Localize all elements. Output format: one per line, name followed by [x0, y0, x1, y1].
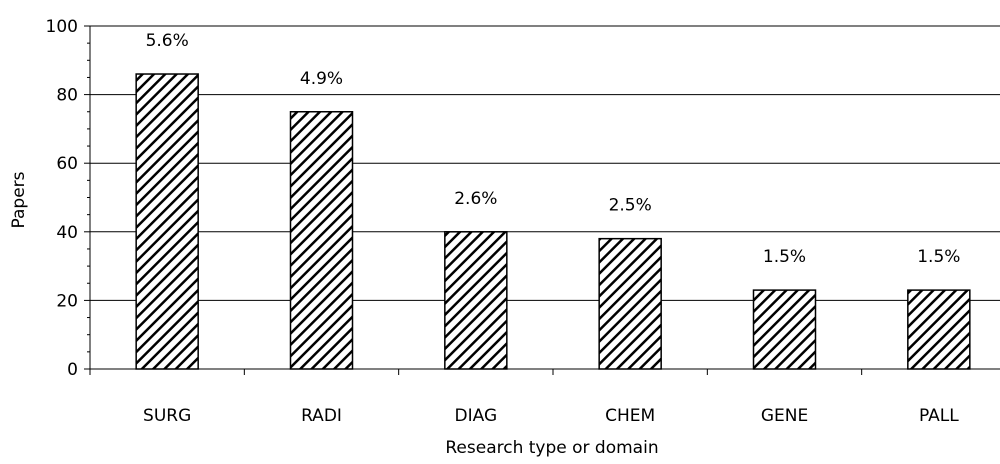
- y-tick-label: 20: [56, 291, 78, 311]
- data-label: 1.5%: [917, 247, 960, 267]
- bar-pall: [907, 289, 971, 370]
- labels: 0 20 40 60 80 100 SURG 5.6% RADI 4.9% DIAG 2.6% CHEM…: [46, 17, 961, 426]
- y-tick-label: 80: [56, 86, 78, 106]
- x-tick-label: CHEM: [605, 406, 655, 426]
- y-axis-title: Papers: [9, 171, 29, 228]
- x-tick-label: SURG: [143, 406, 191, 426]
- axes: [84, 25, 1000, 375]
- x-tick-label: GENE: [761, 406, 808, 426]
- gridlines: [90, 25, 1000, 301]
- y-tick-label: 40: [56, 223, 78, 243]
- bar-chem: [598, 237, 662, 370]
- x-tick-label: RADI: [301, 406, 342, 426]
- data-label: 4.9%: [300, 69, 343, 89]
- data-label: 2.6%: [454, 189, 497, 209]
- x-tick-label: PALL: [919, 406, 959, 426]
- x-tick-label: DIAG: [455, 406, 498, 426]
- data-label: 1.5%: [763, 247, 806, 267]
- y-tick-label: 60: [56, 154, 78, 174]
- y-tick-label: 100: [46, 17, 78, 37]
- x-axis-title: Research type or domain: [445, 438, 658, 458]
- bar-diag: [444, 231, 508, 370]
- data-label: 5.6%: [146, 31, 189, 51]
- bars: [135, 73, 971, 370]
- y-tick-label: 0: [67, 360, 78, 380]
- bar-gene: [752, 289, 817, 370]
- data-label: 2.5%: [609, 196, 652, 216]
- bar-radi: [289, 111, 354, 370]
- bar-surg: [135, 73, 199, 370]
